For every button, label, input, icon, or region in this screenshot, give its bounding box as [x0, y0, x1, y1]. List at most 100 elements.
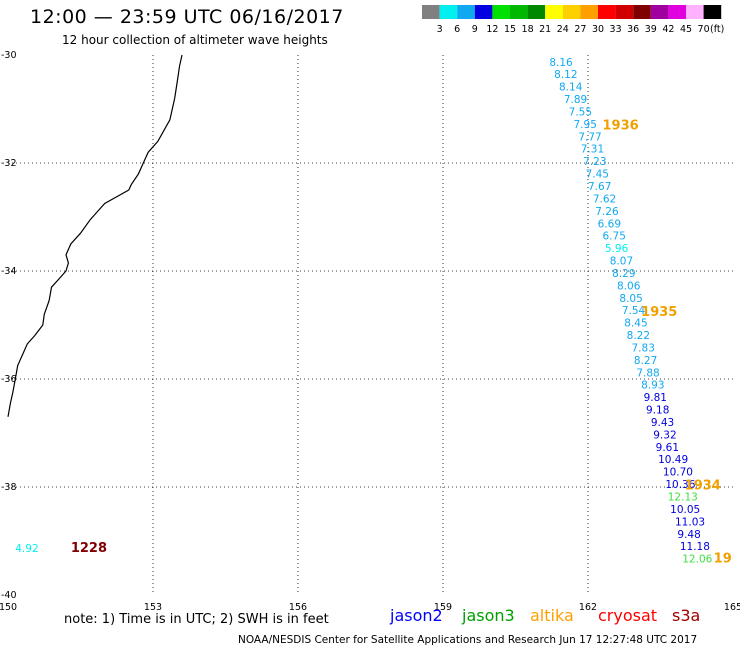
legend-tick-label: 21	[539, 24, 551, 35]
swh-value: 9.43	[651, 417, 674, 429]
swh-value: 8.06	[617, 280, 641, 292]
legend-tick-label: 39	[645, 24, 657, 35]
swh-value: 7.77	[578, 131, 601, 143]
swh-value: 4.92	[15, 543, 38, 555]
swh-value: 8.45	[624, 318, 647, 330]
swh-value: 10.36	[665, 479, 695, 491]
footer-credit: NOAA/NESDIS Center for Satellite Applica…	[238, 634, 698, 646]
legend-swatch	[633, 5, 651, 19]
pass-time-label: 1936	[603, 119, 639, 134]
lat-tick-label: -36	[1, 374, 17, 385]
legend-tick-label: 30	[592, 24, 604, 35]
swh-value: 6.69	[598, 218, 621, 230]
legend-swatch	[492, 5, 510, 19]
swh-value: 5.96	[605, 243, 629, 255]
lon-tick-label: 150	[0, 602, 17, 613]
legend-swatch	[703, 5, 722, 19]
swh-value: 9.48	[677, 529, 700, 541]
legend-swatch	[668, 5, 686, 19]
legend-swatch	[580, 5, 598, 19]
swh-value: 8.29	[612, 268, 635, 280]
legend-swatch	[510, 5, 528, 19]
legend-tick-label: 33	[610, 24, 622, 35]
swh-value: 8.16	[549, 57, 573, 69]
legend-tick-label: 3	[437, 24, 443, 35]
swh-value: 12.06	[682, 554, 712, 566]
lat-tick-label: -34	[1, 266, 17, 277]
legend-tick-label: 9	[472, 24, 478, 35]
legend-tick-label: 27	[574, 24, 586, 35]
satellite-altika: altika	[530, 606, 574, 625]
legend-swatch	[562, 5, 581, 19]
legend-swatch	[598, 5, 616, 19]
satellite-cryosat: cryosat	[598, 606, 658, 625]
legend-swatch	[650, 5, 669, 19]
lat-tick-label: -30	[1, 50, 17, 61]
swh-value: 7.89	[564, 94, 587, 106]
lon-tick-label: 153	[144, 602, 162, 613]
swh-value: 8.14	[559, 82, 583, 94]
swh-value: 9.18	[646, 405, 669, 417]
swh-value: 9.61	[656, 442, 679, 454]
pass-time-label: 19	[714, 552, 732, 567]
legend-swatch	[545, 5, 563, 19]
time-labels: 1936 1935 1934 19 1228	[71, 119, 732, 567]
legend-tick-label: 15	[504, 24, 516, 35]
satellite-jason2: jason2	[390, 606, 443, 625]
lat-lon-grid: 150 153 156 159 162 165 -30 -32 -34 -36 -38 -40	[0, 50, 740, 613]
swh-value: 7.88	[636, 367, 659, 379]
legend-swatch	[457, 5, 475, 19]
swh-value: 6.75	[603, 231, 626, 243]
pass-time-label: 1935	[641, 305, 677, 320]
legend-swatch	[615, 5, 634, 19]
swh-value: 11.18	[680, 541, 710, 553]
swh-value: 8.22	[627, 330, 650, 342]
swh-value: 7.54	[622, 305, 646, 317]
legend-unit: (ft)	[710, 24, 724, 35]
swh-value: 8.12	[554, 69, 577, 81]
swh-value: 7.55	[569, 106, 592, 118]
lon-tick-label: 162	[579, 602, 597, 613]
swh-value: 7.95	[574, 119, 597, 131]
swh-value: 7.26	[595, 206, 619, 218]
coastline	[7, 54, 183, 417]
legend-tick-label: 24	[557, 24, 569, 35]
lat-tick-label: -40	[1, 590, 17, 601]
lon-tick-label: 159	[434, 602, 452, 613]
swh-value: 7.45	[586, 169, 609, 181]
satellite-track: 8.168.128.147.897.557.957.777.317.237.45…	[15, 57, 712, 566]
swh-value: 12.13	[668, 492, 698, 504]
map-title: 12:00 — 23:59 UTC 06/16/2017	[30, 6, 344, 28]
swh-value: 11.03	[675, 516, 705, 528]
footer-note: note: 1) Time is in UTC; 2) SWH is in fe…	[64, 612, 329, 627]
swh-value: 10.05	[670, 504, 700, 516]
swh-value: 10.49	[658, 454, 688, 466]
swh-value: 8.93	[641, 380, 664, 392]
swh-value: 7.83	[632, 342, 655, 354]
lat-tick-label: -32	[1, 158, 17, 169]
swh-value: 9.81	[644, 392, 667, 404]
swh-value: 8.27	[634, 355, 657, 367]
swh-value: 9.32	[653, 429, 676, 441]
legend-tick-label: 45	[680, 24, 692, 35]
swh-value: 8.07	[610, 256, 633, 268]
legend-swatch	[686, 5, 704, 19]
satellite-jason3: jason3	[462, 606, 515, 625]
swh-value: 7.62	[593, 193, 616, 205]
swh-value: 7.31	[581, 144, 604, 156]
pass-time-label: 1934	[685, 479, 721, 494]
legend-swatch	[439, 5, 458, 19]
pass-time-label: 1228	[71, 541, 107, 556]
legend-tick-label: 36	[627, 24, 639, 35]
swh-value: 7.23	[583, 156, 606, 168]
lon-tick-label: 156	[289, 602, 307, 613]
color-legend: 3 6 9 12 15 18 21 24 27 30 33 36 39 42 45 70 (ft)	[422, 5, 724, 35]
legend-tick-label: 6	[454, 24, 460, 35]
swh-value: 8.05	[619, 293, 642, 305]
lat-tick-label: -38	[1, 482, 17, 493]
legend-swatch	[527, 5, 546, 19]
lon-tick-label: 165	[724, 602, 740, 613]
legend-tick-label: 70	[698, 24, 710, 35]
coastline-path	[7, 54, 183, 417]
